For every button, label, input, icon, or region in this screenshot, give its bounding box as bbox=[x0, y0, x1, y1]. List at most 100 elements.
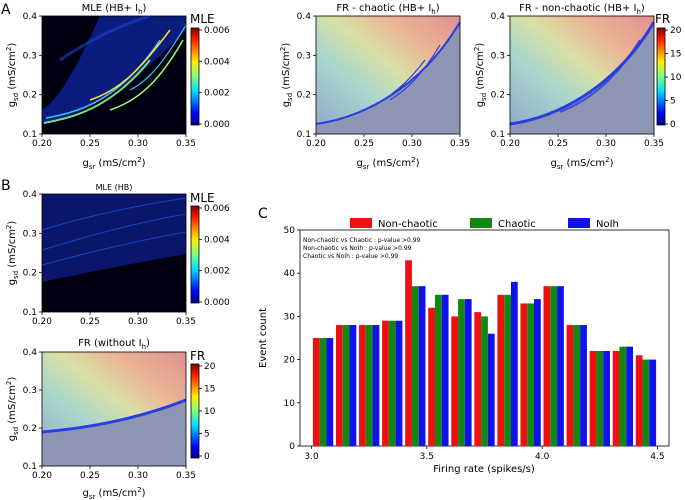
y-tick-label: 0.4 bbox=[23, 348, 38, 358]
heatmap-b-fr-title: FR (without Ih) bbox=[78, 338, 150, 351]
colorbar-a-mle-label: MLE bbox=[190, 12, 215, 26]
colorbar-b-mle: MLE 0.006 0.004 0.002 0.000 bbox=[190, 191, 230, 308]
bar-non-chaotic bbox=[382, 320, 389, 446]
y-tick-label: 0.1 bbox=[23, 130, 37, 140]
bar-chaotic bbox=[504, 294, 511, 446]
bar-non-chaotic bbox=[405, 260, 412, 446]
colorbar-a-mle-bar bbox=[191, 28, 199, 125]
panel-letter-a: A bbox=[1, 2, 11, 18]
y-tick-label: 0.3 bbox=[23, 229, 37, 239]
bar-chaotic bbox=[434, 294, 442, 446]
x-tick-label: 4.5 bbox=[650, 452, 664, 462]
bar-noih bbox=[395, 320, 403, 446]
x-tick-label: 0.25 bbox=[80, 317, 100, 327]
heatmap-b-mle-yticks: 0.1 0.2 0.3 0.4 bbox=[23, 190, 42, 318]
y-tick-label: 0.2 bbox=[23, 424, 37, 434]
bar-chaotic bbox=[573, 325, 581, 446]
heatmap-b-mle-ylabel: gsd (mS/cm2) bbox=[5, 221, 20, 286]
bar-noih bbox=[326, 338, 334, 446]
heatmap-a-fr-chaotic: FR - chaotic (HB+ Ih) 0.20 0.25 0.30 0.35 0… bbox=[279, 3, 470, 171]
bar-noih bbox=[649, 359, 657, 446]
heatmap-a-fr-nonchaotic: FR - non-chaotic (HB+ Ih) 0.20 0.25 0.30 0.… bbox=[473, 3, 664, 171]
bar-non-chaotic bbox=[635, 355, 643, 446]
x-tick-label: 0.25 bbox=[80, 471, 100, 481]
heatmap-b-mle-title: MLE (HB) bbox=[96, 183, 133, 192]
heatmap-b-fr-edge bbox=[42, 398, 186, 434]
bar-noih bbox=[534, 299, 541, 446]
bar-non-chaotic bbox=[566, 325, 574, 446]
y-tick-label: 0.4 bbox=[491, 12, 506, 22]
heatmap-b-fr-yticks: 0.1 0.2 0.3 0.4 bbox=[23, 348, 42, 472]
heatmap-a-fr-nonchaotic-yticks: 0.1 0.2 0.3 0.4 bbox=[491, 12, 510, 140]
x-tick-label: 0.35 bbox=[176, 139, 196, 149]
x-tick-label: 0.30 bbox=[128, 317, 148, 327]
x-tick-label: 0.30 bbox=[402, 139, 422, 149]
heatmap-a-fr-nonchaotic-xticks: 0.20 0.25 0.30 0.35 bbox=[500, 134, 664, 149]
x-tick-label: 0.25 bbox=[548, 139, 568, 149]
y-tick-label: 40 bbox=[284, 269, 296, 279]
bar-noih bbox=[510, 281, 518, 446]
x-tick-label: 3.5 bbox=[420, 452, 434, 462]
bar-non-chaotic bbox=[428, 307, 435, 446]
heatmap-a-fr-chaotic-yticks: 0.1 0.2 0.3 0.4 bbox=[297, 12, 316, 140]
bar-chart-yticks: 0 10 20 30 40 50 bbox=[284, 226, 300, 452]
colorbar-tick-label: 10 bbox=[670, 73, 682, 83]
legend-label-noih: NoIh bbox=[596, 219, 619, 230]
y-tick-label: 0.3 bbox=[23, 51, 37, 61]
bar-non-chaotic bbox=[589, 350, 597, 446]
annotation-1: Non-chaotic vs Chaotic : p-value >0.99 bbox=[303, 237, 421, 244]
y-tick-label: 0.3 bbox=[23, 386, 37, 396]
bar-noih bbox=[580, 325, 587, 446]
colorbar-tick-label: 0 bbox=[204, 452, 210, 462]
colorbar-tick-label: 20 bbox=[204, 362, 216, 372]
bar-chaotic bbox=[619, 346, 627, 446]
bar-chaotic bbox=[481, 316, 488, 446]
heatmap-a-mle-xlabel: gsr (mS/cm2) bbox=[82, 156, 145, 171]
heatmap-a-fr-chaotic-lower-region bbox=[316, 22, 460, 134]
colorbar-tick-label: 5 bbox=[204, 430, 210, 440]
bar-noih bbox=[603, 350, 610, 446]
bar-noih bbox=[441, 294, 449, 446]
legend-label-chaotic: Chaotic bbox=[498, 219, 536, 230]
bar-noih bbox=[626, 346, 634, 446]
colorbar-b-mle-bar bbox=[191, 206, 199, 303]
colorbar-tick-label: 0.000 bbox=[204, 120, 230, 130]
colorbar-tick-label: 0.002 bbox=[204, 89, 230, 99]
x-tick-label: 0.35 bbox=[176, 471, 196, 481]
heatmap-a-mle-title: MLE (HB+ Ih) bbox=[82, 3, 147, 16]
legend-swatch-non-chaotic bbox=[350, 218, 372, 228]
y-tick-label: 0.4 bbox=[297, 12, 312, 22]
y-tick-label: 0.1 bbox=[491, 130, 505, 140]
colorbar-a-fr: FR 20 15 10 5 0 bbox=[655, 12, 682, 130]
colorbar-b-fr-ticks: 20 15 10 5 0 bbox=[199, 362, 216, 462]
colorbar-b-fr-bar bbox=[191, 364, 199, 458]
y-tick-label: 0.1 bbox=[23, 308, 37, 318]
colorbar-tick-label: 10 bbox=[204, 407, 216, 417]
heatmap-a-mle-ylabel: gsd (mS/cm2) bbox=[5, 43, 20, 108]
colorbar-tick-label: 15 bbox=[670, 50, 681, 60]
colorbar-tick-label: 0.006 bbox=[204, 26, 230, 36]
y-tick-label: 20 bbox=[284, 356, 296, 366]
bar-noih bbox=[464, 299, 472, 446]
heatmap-a-fr-nonchaotic-title: FR - non-chaotic (HB+ Ih) bbox=[519, 3, 645, 16]
bar-chaotic bbox=[596, 350, 604, 446]
colorbar-b-mle-label: MLE bbox=[190, 191, 215, 205]
heatmap-a-fr-nonchaotic-lower-region bbox=[510, 22, 654, 134]
y-tick-label: 0.2 bbox=[297, 91, 311, 101]
x-tick-label: 0.20 bbox=[32, 317, 52, 327]
bar-chaotic bbox=[550, 286, 558, 446]
y-tick-label: 0.1 bbox=[297, 130, 311, 140]
heatmap-a-fr-chaotic-xlabel: gsr (mS/cm2) bbox=[356, 156, 419, 171]
heatmap-b-mle: MLE (HB) 0.20 0.25 0.30 0.35 0.1 0.2 0.3 0.4 g… bbox=[5, 183, 196, 327]
colorbar-a-mle: MLE 0.006 0.004 0.002 0.000 bbox=[190, 12, 230, 130]
legend-label-non-chaotic: Non-chaotic bbox=[378, 219, 438, 230]
colorbar-tick-label: 0 bbox=[670, 120, 676, 130]
bar-chart-xticks: 3.0 3.5 4.0 4.5 bbox=[304, 446, 665, 462]
colorbar-a-fr-ticks: 20 15 10 5 0 bbox=[665, 26, 682, 130]
bar-noih bbox=[372, 325, 380, 446]
heatmap-a-fr-chaotic-ylabel: gsd (mS/cm2) bbox=[279, 43, 294, 108]
colorbar-tick-label: 0.004 bbox=[204, 235, 230, 245]
x-tick-label: 0.20 bbox=[500, 139, 520, 149]
annotation-3: Chaotic vs NoIh : p-value >0.99 bbox=[303, 253, 398, 260]
